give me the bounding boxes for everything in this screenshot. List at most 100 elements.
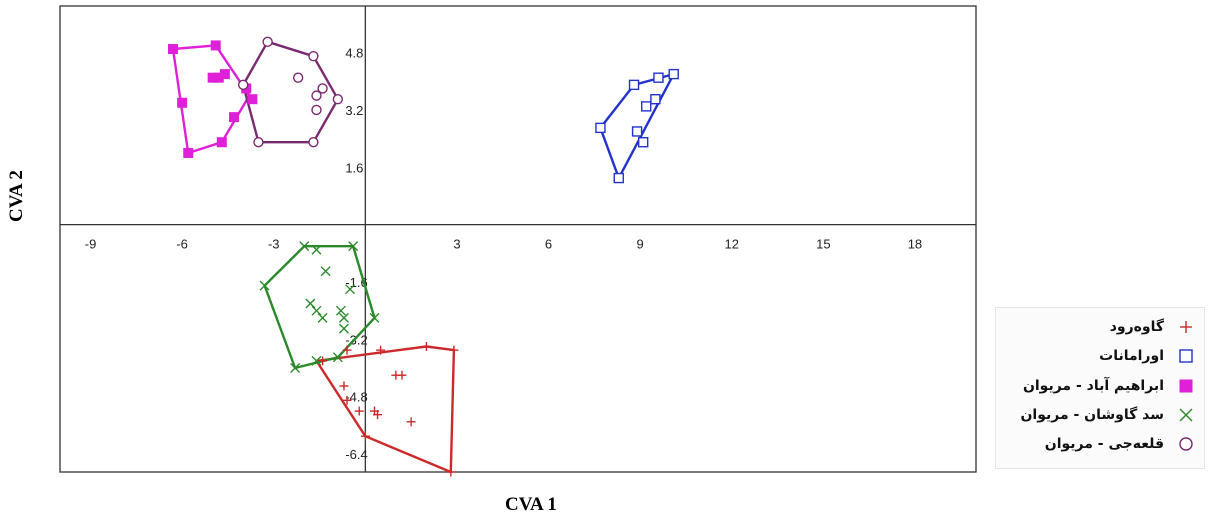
point-1 — [631, 126, 643, 137]
point-2 — [229, 112, 240, 123]
point-1 — [641, 101, 652, 112]
point-2 — [167, 44, 178, 55]
point-3 — [338, 312, 349, 323]
y-tick-label: 4.8 — [345, 46, 363, 61]
point-4 — [311, 90, 322, 101]
x-tick-label: 3 — [453, 237, 460, 252]
x-stroke-b — [299, 241, 310, 252]
y-tick-label: -4.8 — [345, 390, 367, 405]
point-4 — [317, 83, 328, 94]
y-tick-label: -6.4 — [345, 447, 367, 462]
point-1 — [613, 172, 624, 184]
plot-frame — [59, 5, 977, 473]
point-0 — [421, 342, 431, 352]
point-3 — [369, 312, 380, 323]
legend-symbol-3 — [1179, 408, 1193, 422]
point-4 — [308, 137, 319, 148]
x-stroke-b — [1179, 408, 1193, 422]
x-stroke-b — [320, 266, 331, 277]
point-3 — [332, 352, 343, 363]
x-axis-title: CVA 1 — [505, 494, 557, 515]
legend-marker-plus-icon — [1180, 321, 1192, 333]
point-3 — [290, 363, 301, 374]
point-0 — [449, 345, 459, 355]
legend-symbol-2 — [1179, 379, 1193, 393]
x-stroke-b — [348, 241, 359, 252]
point-2 — [219, 69, 230, 80]
legend-symbol-1 — [1179, 349, 1193, 363]
point-3 — [299, 241, 310, 252]
point-3 — [317, 312, 328, 323]
point-3 — [259, 280, 270, 291]
x-tick-label: 18 — [908, 237, 922, 252]
legend-marker-filled-square-icon — [1179, 379, 1193, 393]
point-0 — [373, 410, 383, 420]
point-0 — [446, 467, 456, 477]
point-1 — [637, 137, 649, 148]
hull-0 — [315, 345, 456, 474]
point-1 — [668, 68, 679, 80]
x-tick-label: -6 — [176, 237, 188, 252]
axes — [60, 6, 976, 472]
point-0 — [354, 406, 364, 416]
point-2 — [210, 40, 221, 51]
point-3 — [335, 305, 346, 316]
point-3 — [348, 241, 359, 252]
point-1 — [628, 79, 640, 91]
legend-marker-square-icon — [1179, 349, 1193, 363]
point-2 — [177, 97, 188, 108]
point-4 — [292, 72, 304, 83]
x-stroke-b — [335, 305, 346, 316]
x-stroke-b — [311, 244, 322, 255]
x-tick-label: 12 — [724, 237, 738, 252]
point-2 — [216, 137, 227, 148]
point-2 — [247, 94, 258, 105]
point-3 — [311, 305, 322, 316]
data-points — [167, 36, 679, 477]
point-0 — [318, 356, 328, 366]
legend: گاوه‌رود اورامانات ابراهیم آباد - مریوان… — [995, 307, 1205, 469]
point-3 — [311, 355, 322, 366]
point-0 — [360, 431, 370, 441]
x-stroke-b — [338, 312, 349, 323]
point-0 — [406, 417, 416, 427]
legend-label: ابراهیم آباد - مریوان — [1022, 378, 1164, 394]
legend-label: قلعه‌جی - مریوان — [1044, 436, 1164, 452]
x-stroke-b — [332, 352, 343, 363]
legend-marker-circle-icon — [1179, 437, 1193, 451]
x-tick-label: -3 — [268, 237, 280, 252]
point-4 — [237, 79, 249, 91]
point-0 — [342, 395, 352, 405]
point-4 — [262, 36, 273, 48]
x-tick-label: 6 — [545, 237, 552, 252]
point-3 — [320, 266, 331, 277]
point-1 — [595, 122, 606, 134]
y-axis-title: CVA 2 — [6, 170, 27, 222]
point-0 — [397, 370, 407, 380]
y-tick-label: 3.2 — [345, 103, 363, 118]
x-tick-label: -9 — [85, 237, 97, 252]
point-3 — [305, 298, 316, 309]
x-stroke-b — [311, 355, 322, 366]
x-stroke-b — [305, 298, 316, 309]
point-4 — [311, 104, 322, 116]
x-stroke-b — [369, 312, 380, 323]
point-0 — [376, 345, 386, 355]
legend-symbol-0 — [1180, 321, 1192, 333]
point-2 — [183, 147, 194, 158]
point-0 — [339, 381, 349, 391]
y-tick-label: 1.6 — [345, 160, 363, 175]
point-4 — [332, 93, 344, 105]
x-stroke-b — [317, 312, 328, 323]
x-stroke-b — [290, 363, 301, 374]
point-4 — [253, 137, 264, 148]
point-4 — [308, 50, 319, 62]
legend-symbol-4 — [1179, 437, 1193, 451]
x-stroke-b — [259, 280, 270, 291]
x-stroke-b — [338, 323, 349, 334]
x-tick-label: 15 — [816, 237, 830, 252]
point-0 — [342, 345, 352, 355]
x-tick-label: 9 — [637, 237, 644, 252]
